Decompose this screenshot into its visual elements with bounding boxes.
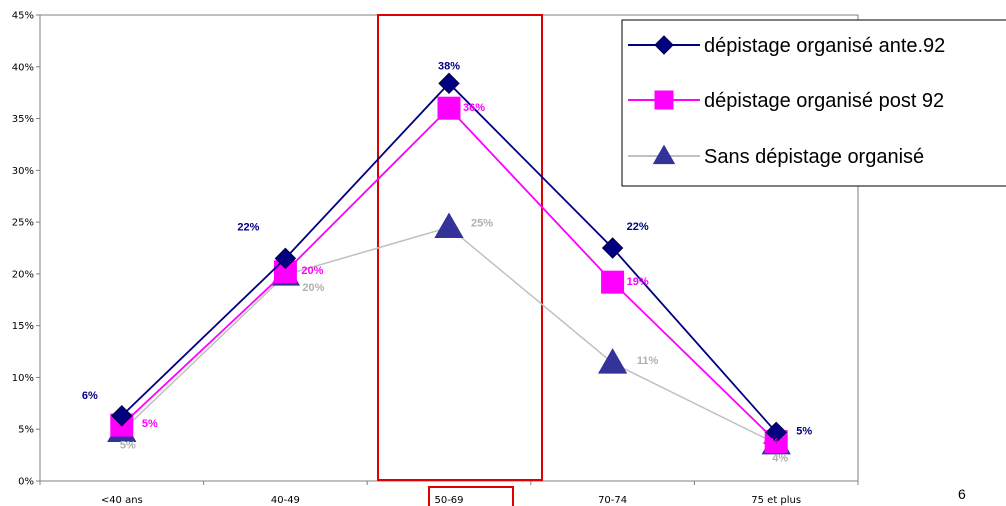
y-tick-label: 30% <box>12 166 34 177</box>
y-tick-label: 20% <box>12 269 34 280</box>
x-tick-label: <40 ans <box>101 495 143 506</box>
data-label: 22% <box>627 221 649 233</box>
diamond-marker <box>438 72 460 95</box>
data-label: 20% <box>302 282 324 294</box>
square-marker <box>654 90 674 110</box>
y-tick-label: 15% <box>12 321 34 332</box>
y-tick-label: 25% <box>12 218 34 229</box>
diamond-marker <box>654 35 674 55</box>
data-label: 5% <box>796 425 812 437</box>
triangle-marker <box>597 348 628 374</box>
page-number: 6 <box>958 486 966 502</box>
legend-entry-2: dépistage organisé post 92 <box>628 90 944 112</box>
x-tick-label: 40-49 <box>271 495 300 506</box>
data-label: 4% <box>772 453 788 465</box>
data-label: 5% <box>142 418 158 430</box>
y-tick-label: 40% <box>12 62 34 73</box>
series-1 <box>111 72 787 444</box>
legend-box <box>621 19 1006 187</box>
diamond-marker <box>601 237 624 259</box>
y-tick-label: 5% <box>18 425 34 436</box>
data-labels-series-2: 5% 20% 36% 19% 4% <box>142 102 780 448</box>
x-tick-label: 70-74 <box>598 495 627 506</box>
data-label: 11% <box>637 355 659 367</box>
legend-label: dépistage organisé post 92 <box>704 90 944 112</box>
data-label: 25% <box>471 217 493 229</box>
legend-entry-1: dépistage organisé ante.92 <box>628 35 945 57</box>
data-label: 4% <box>763 437 779 449</box>
data-labels-series-1: 6% 22% 38% 22% 5% <box>82 60 813 437</box>
highlight-category-box <box>428 486 514 506</box>
y-tick-label: 45% <box>12 11 34 22</box>
square-marker <box>437 96 461 120</box>
triangle-marker <box>652 144 676 165</box>
legend-label: Sans dépistage organisé <box>704 146 924 168</box>
x-tick-label: 50-69 <box>434 495 463 506</box>
data-label: 5% <box>120 439 136 451</box>
data-labels-series-3: 5% 20% 25% 11% 4% <box>120 217 789 464</box>
data-label: 20% <box>301 265 323 277</box>
diamond-marker <box>765 421 787 444</box>
y-tick-label: 0% <box>18 477 34 488</box>
data-label: 22% <box>237 221 259 233</box>
y-axis: 0% 5% 10% 15% 20% 25% 30% 35% 40% 45% <box>12 11 40 488</box>
data-label: 19% <box>627 276 649 288</box>
y-tick-label: 10% <box>12 373 34 384</box>
diamond-marker <box>274 247 297 270</box>
legend: dépistage organisé ante.92 dépistage orga… <box>621 19 1006 187</box>
data-label: 38% <box>438 60 460 72</box>
data-label: 36% <box>463 102 485 114</box>
legend-entry-3: Sans dépistage organisé <box>628 144 924 168</box>
data-label: 6% <box>82 390 98 402</box>
square-marker <box>601 270 625 294</box>
diamond-marker <box>111 405 133 427</box>
legend-label: dépistage organisé ante.92 <box>704 35 945 57</box>
x-tick-label: 75 et plus <box>751 495 801 506</box>
y-tick-label: 35% <box>12 114 34 125</box>
triangle-marker <box>434 212 464 238</box>
series-layer: 6% 22% 38% 22% 5% 5% 20% 36% 19% 4% 5% 20% 25% 11% 4% <box>82 60 813 464</box>
x-axis: <40 ans 40-49 50-69 70-74 75 et plus <box>39 481 859 506</box>
